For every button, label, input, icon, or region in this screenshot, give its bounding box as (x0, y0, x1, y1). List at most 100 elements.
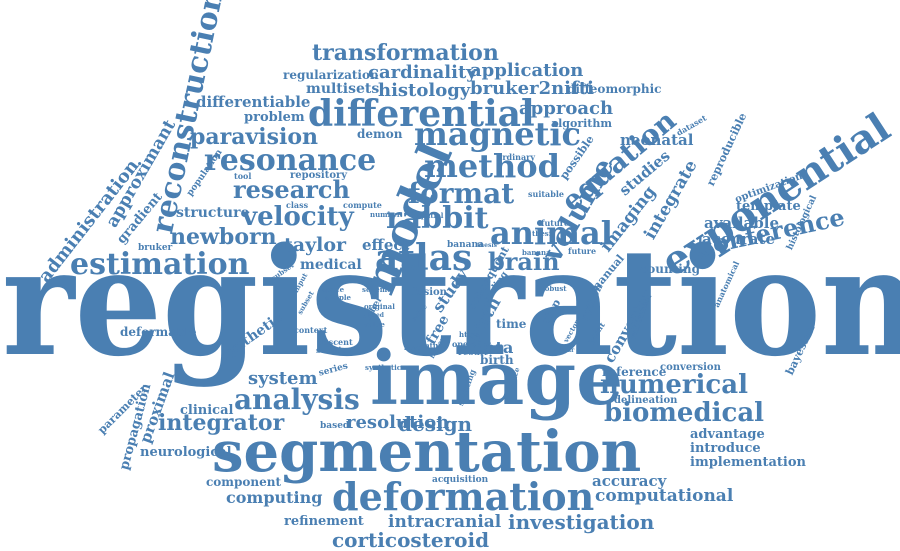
word-delineation: delineation (614, 395, 678, 406)
word-computing: component (206, 475, 282, 489)
word-biomedical: biomedical (604, 398, 765, 428)
word-multisets: multisets (306, 81, 380, 97)
word-thesis: number (370, 210, 401, 219)
word-medical: structure (176, 205, 250, 221)
word-brain: brain (488, 247, 560, 276)
word-context: simple (325, 293, 352, 302)
word-resolution: based (320, 421, 350, 431)
word-taylor: effect (362, 236, 410, 254)
word-banana: thesis (532, 229, 556, 238)
word-differential: differential (308, 93, 535, 135)
word-conversion: conversion (660, 362, 721, 373)
word-application: application (470, 60, 584, 81)
word-modality: suitable (528, 189, 564, 199)
word-class: scheme (362, 285, 392, 294)
word-cardinality: cardinality (368, 62, 477, 83)
word-investigation: investigation (508, 510, 655, 534)
word-integrator: integrator (158, 410, 285, 436)
word-format: format (408, 177, 515, 210)
word-spatial: banana (447, 240, 484, 250)
word-fusion: robust (541, 284, 567, 293)
word-numerical: numerical (600, 370, 748, 400)
word-synthetic: deformable (120, 325, 197, 339)
word-repository: tool (234, 171, 252, 181)
word-acquisition: neurological (140, 445, 232, 460)
word-algorithm: algorithm (551, 117, 613, 130)
word-component: acquisition (432, 475, 489, 485)
word-transformation: transformation (312, 40, 499, 66)
word-animal: animal (490, 214, 613, 252)
word-https: operator (452, 339, 491, 349)
word-registration: registration (2, 215, 900, 389)
word-reproducible: reproducible (704, 110, 750, 189)
word-segmentation: segmentation (212, 419, 642, 485)
word-antenatal: ordinary (497, 152, 536, 162)
word-solution: context (294, 325, 328, 335)
word-problem: problem (244, 110, 305, 125)
word-number: compute (343, 200, 382, 210)
word-velocity: velocity (242, 202, 354, 232)
word-structure: repository (290, 170, 348, 181)
word-point: most (404, 345, 421, 352)
word-image: image (370, 336, 624, 422)
word-possible: future (568, 246, 597, 256)
word-space: original (364, 302, 395, 311)
word-python: scalar (554, 347, 575, 354)
word-differentiable: differentiable (196, 93, 311, 111)
word-dataset: spatial (417, 211, 444, 220)
word-magnetic: magnetic (414, 115, 582, 153)
word-proximal: clinical (180, 403, 234, 418)
word-counting: counting (640, 262, 700, 276)
word-advantage: advantage (690, 427, 765, 442)
word-computation: refinement (284, 514, 364, 529)
word-time: time (496, 317, 527, 331)
word-regularization: regularization (283, 68, 379, 82)
word-analysis: analysis (234, 383, 360, 416)
word-refinement: computing (226, 488, 323, 507)
word-population: bruker (138, 243, 173, 253)
word-resonance: resonance (204, 143, 377, 178)
word-estimation: estimation (70, 247, 250, 282)
word-future: thesis (477, 242, 497, 249)
word-most: result (458, 348, 488, 358)
word-system: synthetic (365, 363, 402, 372)
word-deformation: deformation (332, 474, 595, 519)
word-clinical: design (398, 412, 473, 436)
word-suitable: banana (522, 248, 551, 257)
word-effect: medical (300, 257, 362, 273)
word-based: system (248, 368, 318, 389)
word-linear: value (364, 320, 385, 329)
word-accurate: accurate (702, 230, 775, 248)
word-newborn: newborn (170, 224, 277, 250)
word-reference: reference (602, 365, 667, 379)
word-neonatal: neonatal (620, 131, 694, 149)
word-available: available (704, 214, 779, 232)
word-study: birth (480, 353, 514, 367)
word-paravision: paravision (190, 124, 319, 150)
word-scheme: descent (318, 337, 353, 347)
word-approach: approach (519, 98, 614, 119)
word-label: fixed (368, 312, 384, 319)
word-corticosteroid: corticosteroid (332, 528, 490, 551)
word-simple: space (322, 285, 345, 294)
word-free: fusion (412, 287, 447, 298)
word-field: data (474, 338, 514, 357)
word-template: template (736, 199, 801, 214)
word-descent: solution (316, 345, 353, 355)
word-compute: class (286, 200, 309, 210)
word-intracranial: intracranial (388, 512, 502, 532)
word-native: https (459, 330, 480, 339)
word-design: resolution (346, 412, 450, 433)
word-ordinary: future (541, 218, 570, 228)
word-method: method (424, 147, 560, 185)
word-rabbit: rabbit (386, 201, 489, 236)
word-atlas: atlas (375, 237, 473, 279)
word-diffeomorphic: diffeomorphic (567, 82, 662, 96)
word-demon: demon (357, 127, 403, 141)
word-bruker2nifti: bruker2nifti (470, 78, 594, 99)
word-histology: histology (378, 80, 471, 101)
word-bruker: taylor (284, 234, 347, 256)
word-fixed: native (420, 341, 445, 350)
word-introduce: introduce (690, 441, 761, 456)
